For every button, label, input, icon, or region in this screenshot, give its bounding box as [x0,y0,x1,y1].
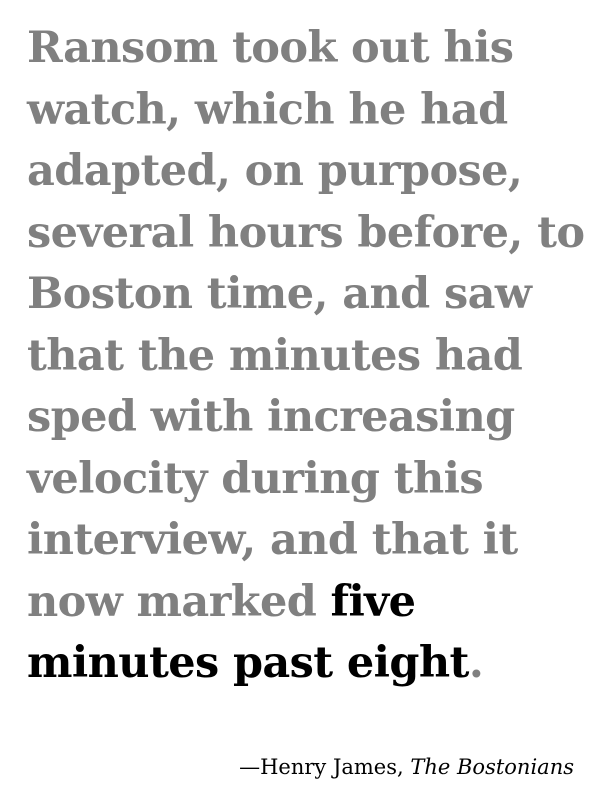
quote-line-8: velocity during this [27,453,484,504]
closing-period: . [468,638,484,688]
quote-line-10: now marked five [27,572,587,634]
attribution-author: —Henry James, [239,755,411,779]
quote-line-6: that the minutes had [27,330,523,381]
quote-line-7: sped with increasing [27,392,515,442]
highlighted-time-part-2: minutes past eight [27,638,469,688]
attribution: —Henry James, The Bostonians [239,754,574,780]
highlighted-time-part-1: five [330,576,416,627]
quote-line-3: adapted, on purpose, [27,146,523,196]
quote-line-2: watch, which he had [27,84,508,135]
quote-line-11: minutes past eight. [27,633,587,695]
quote-passage: Ransom took out his watch, which he had … [27,18,587,695]
quote-line-1: Ransom took out his [27,23,514,73]
quote-line-10-text: now marked [27,576,331,627]
quote-line-5: Boston time, and saw [27,269,532,319]
quote-line-9: interview, and that it [27,515,518,565]
attribution-book-title: The Bostonians [410,755,574,779]
quote-line-4: several hours before, to [27,207,585,258]
